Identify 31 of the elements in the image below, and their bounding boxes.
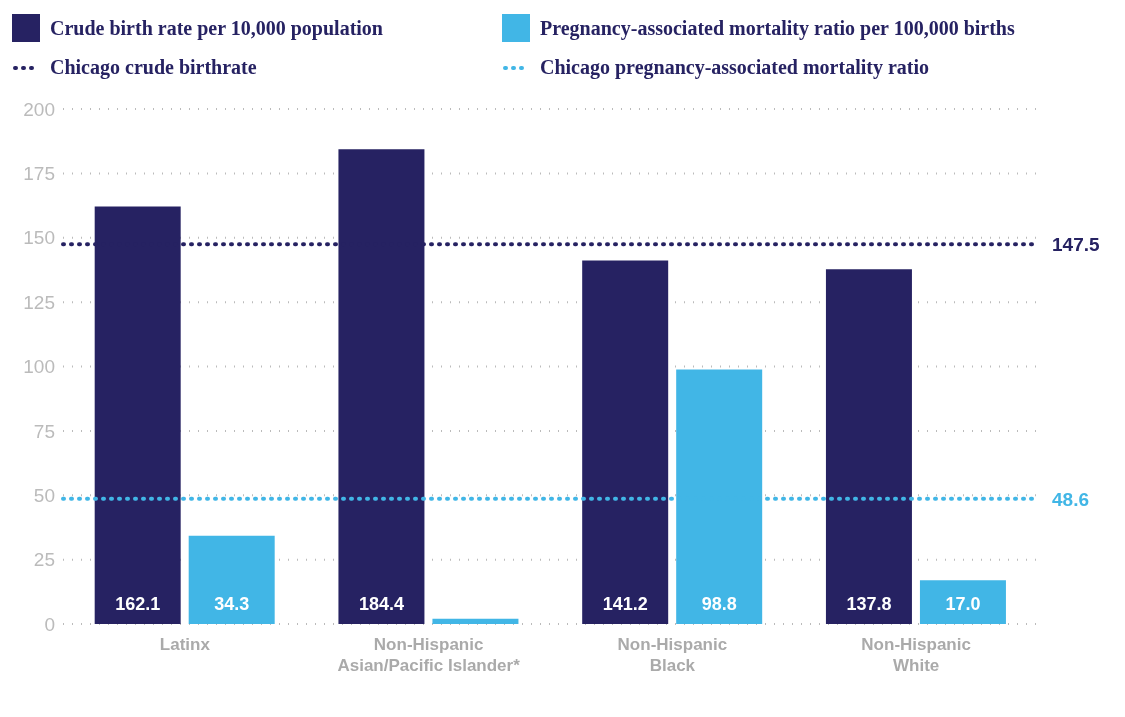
y-tick-label: 150 — [23, 227, 55, 249]
y-tick-label: 50 — [33, 484, 55, 506]
legend-label: Pregnancy-associated mortality ratio per 100,000 births — [540, 16, 1015, 40]
y-tick-label: 100 — [23, 356, 55, 378]
bar — [188, 535, 275, 624]
data-label: 137.8 — [846, 594, 892, 614]
legend-label: Crude birth rate per 10,000 population — [50, 16, 383, 40]
legend-label: Chicago pregnancy-associated mortality ratio — [540, 56, 930, 79]
legend-label: Chicago crude birthrate — [50, 56, 257, 79]
bar — [919, 580, 1006, 624]
text: 48.6 — [1052, 488, 1089, 510]
x-tick-label: Non-Hispanic Black — [617, 635, 728, 675]
x-tick-label: Non-Hispanic White — [861, 635, 971, 675]
data-label: 141.2 — [602, 594, 648, 614]
x-tick-label: Latinx — [159, 635, 211, 654]
bar — [825, 269, 912, 624]
y-tick-label: 0 — [44, 613, 55, 635]
text: 147.5 — [1052, 234, 1100, 256]
data-label: 98.8 — [701, 594, 737, 614]
y-tick-label: 75 — [33, 420, 55, 442]
data-label: 184.4 — [358, 594, 404, 614]
bar — [582, 260, 669, 624]
data-label: 17.0 — [945, 594, 981, 614]
data-label: 34.3 — [214, 594, 250, 614]
x-tick-label: Non-Hispanic Asian/Pacific Islander* — [337, 635, 521, 675]
y-tick-label: 175 — [23, 163, 55, 185]
y-tick-label: 200 — [23, 98, 55, 120]
bar — [432, 618, 519, 624]
y-tick-label: 25 — [33, 549, 55, 571]
y-tick-label: 125 — [23, 291, 55, 313]
data-label: 162.1 — [115, 594, 161, 614]
